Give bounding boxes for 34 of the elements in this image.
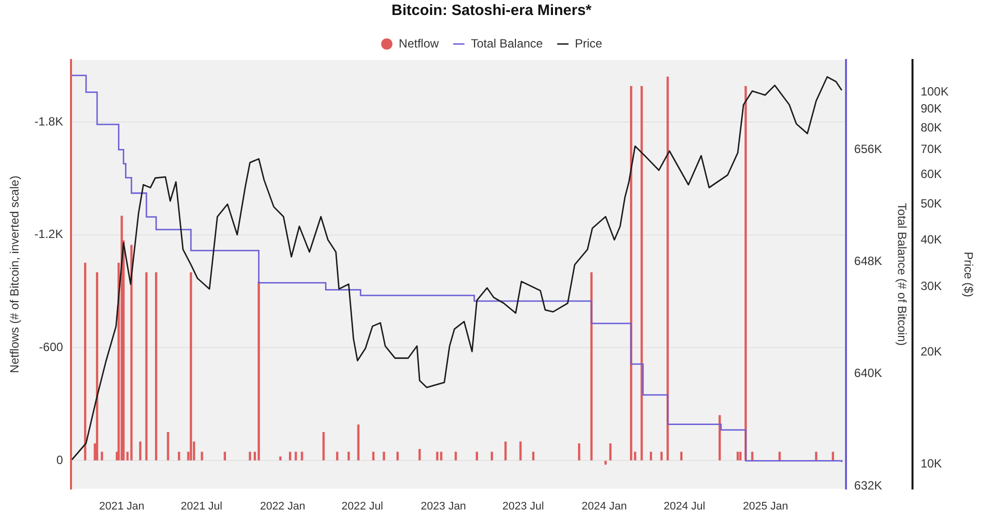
y3-tick-label: 90K: [920, 101, 942, 116]
y3-tick-label: 80K: [920, 120, 942, 135]
y3-tick-label: 70K: [920, 142, 942, 156]
chart-title: Bitcoin: Satoshi-era Miners*: [391, 2, 592, 20]
x-tick-label: 2023 Jul: [502, 500, 544, 512]
y-tick-label: 0: [56, 452, 64, 467]
y3-tick-label: 40K: [920, 232, 942, 247]
y3-tick-label: 30K: [920, 279, 942, 294]
x-tick-label: 2025 Jan: [742, 500, 788, 512]
x-tick-label: 2021 Jul: [180, 500, 222, 512]
y3-tick-label: 60K: [920, 167, 942, 182]
y3-tick-label: 10K: [920, 456, 942, 471]
x-tick-label: 2023 Jan: [420, 500, 466, 512]
y-tick-label: -600: [39, 340, 64, 354]
x-tick-label: 2024 Jan: [582, 500, 627, 512]
x-tick-label: 2021 Jan: [99, 500, 144, 512]
x-tick-label: 2024 Jul: [664, 500, 706, 512]
y-axis-title: Netflows (# of Bitcoin, inverted scale): [8, 176, 22, 374]
y2-tick-label: 648K: [854, 254, 882, 268]
y2-axis-title: Total Balance (# of Bitcoin): [895, 203, 910, 346]
y2-tick-label: 656K: [854, 142, 882, 156]
legend-label: Total Balance: [470, 36, 544, 50]
x-tick-label: 2022 Jan: [260, 500, 306, 512]
legend-label: Price: [574, 36, 603, 50]
y2-tick-label: 632K: [854, 478, 882, 492]
y3-axis-title: Price ($): [961, 252, 976, 298]
y-tick-label: -1.8K: [34, 114, 64, 128]
legend-label: Netflow: [398, 36, 440, 50]
y-tick-label: -1.2K: [34, 227, 64, 242]
y3-tick-label: 100K: [920, 84, 949, 98]
y3-tick-label: 20K: [920, 344, 942, 359]
y3-tick-label: 50K: [920, 196, 942, 211]
y2-tick-label: 640K: [854, 366, 882, 380]
x-tick-label: 2022 Jul: [342, 500, 384, 512]
